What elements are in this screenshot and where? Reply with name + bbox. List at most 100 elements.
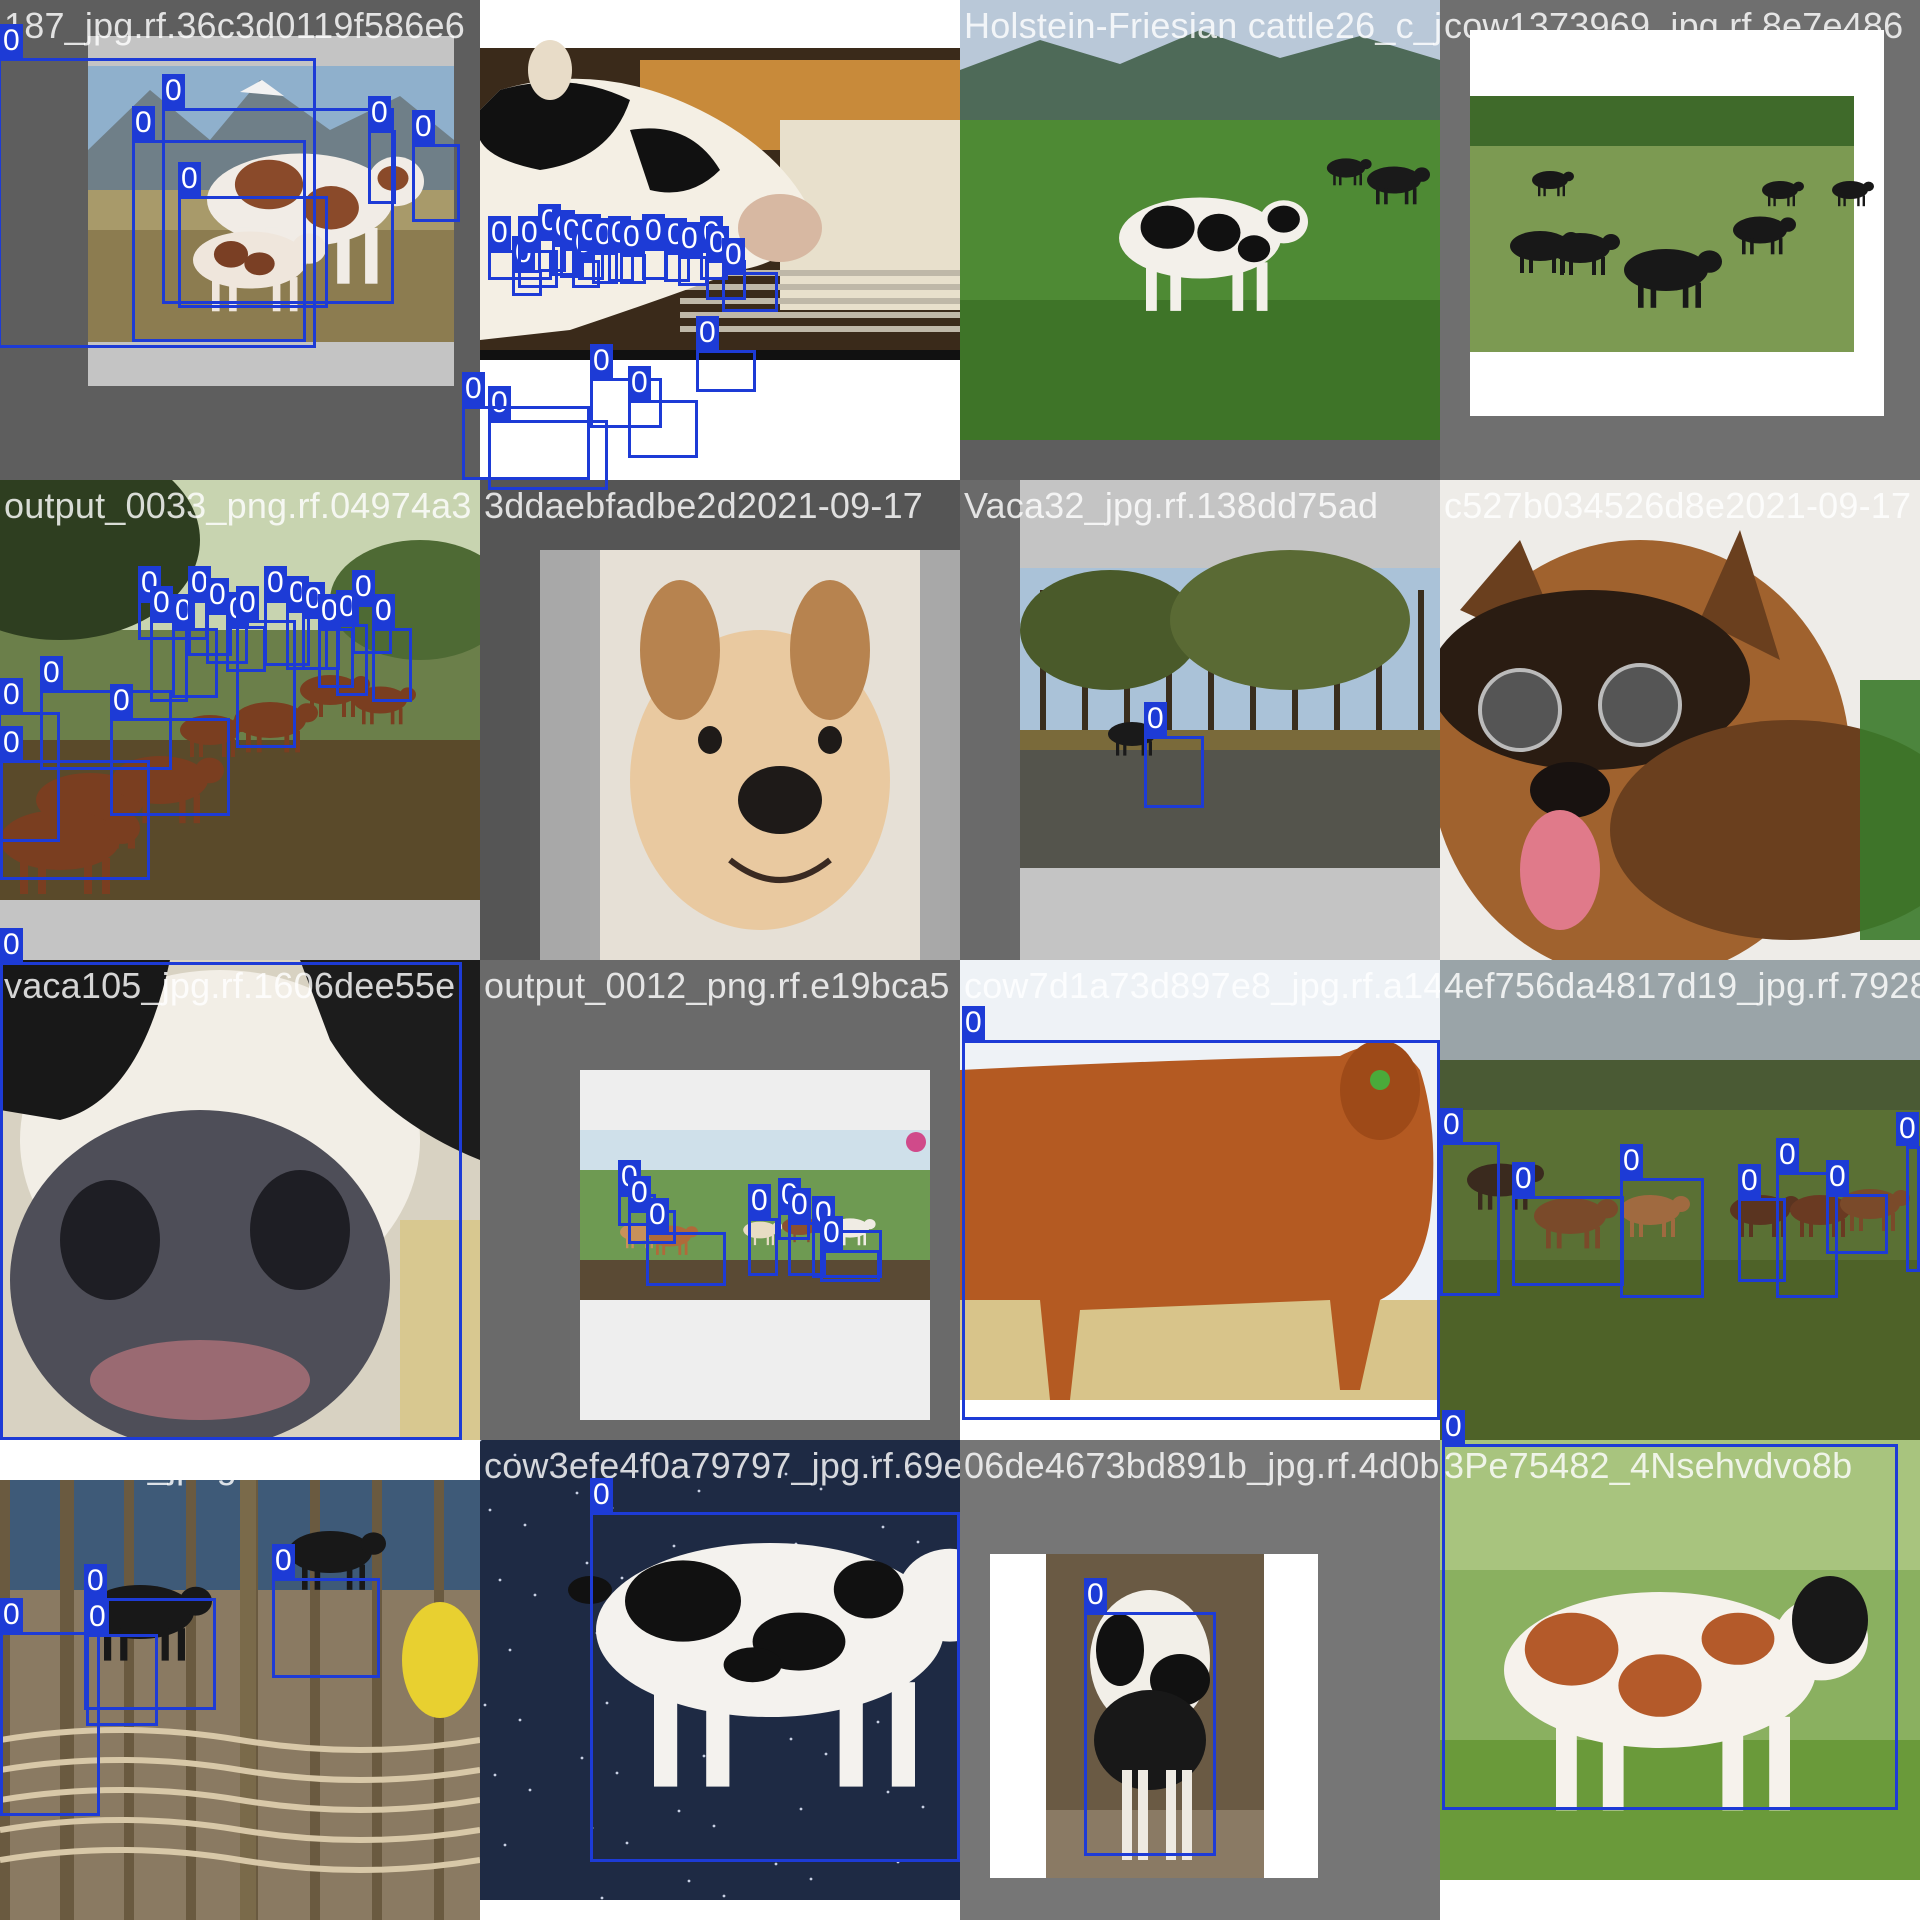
detection-box — [40, 690, 172, 770]
image-filename-label: 06de4673bd891b_jpg.rf.4d0b580 — [964, 1445, 1440, 1486]
image-filename-label: Vaca32_jpg.rf.138dd75ad — [964, 485, 1379, 526]
holstein-galaxy-photo — [480, 1440, 960, 1920]
image-filename-label: c527b034526d8e2021-09-17 — [1444, 485, 1912, 526]
mosaic-tile: Holstein-Friesian cattle26_c_j — [960, 0, 1440, 480]
detection-box — [178, 196, 328, 308]
detection-box — [272, 1578, 380, 1678]
class-label-tag: 0 — [962, 1006, 985, 1040]
detection-box — [84, 1598, 216, 1710]
detection-box — [462, 406, 590, 480]
image-filename-label: vaca105_jpg.rf.1606dee55e — [4, 965, 456, 1006]
class-label-tag: 0 — [590, 344, 613, 378]
image-filename-label: output_0033_png.rf.04974a3 — [4, 485, 472, 526]
mosaic-tile: 3Pe75482_4Nsehvdvo8b — [1440, 1440, 1920, 1920]
image-filename-label: cow3efe4f0a79797_jpg.rf.69e30a97 — [484, 1445, 960, 1486]
class-label-tag: 0 — [1738, 1164, 1761, 1198]
detection-box — [578, 248, 604, 280]
class-label-tag: 0 — [722, 238, 745, 272]
detection-box — [646, 1232, 726, 1286]
class-label-tag: 0 — [352, 570, 375, 604]
class-label-tag: 0 — [642, 214, 665, 248]
detection-box — [812, 1230, 882, 1278]
class-label-tag: 0 — [0, 726, 23, 760]
class-label-tag: 0 — [678, 222, 701, 256]
class-label-tag: 0 — [132, 106, 155, 140]
road-trees-cow-photo — [960, 480, 1440, 960]
class-label-tag: 0 — [518, 216, 541, 250]
detection-box — [0, 962, 462, 1440]
image-filename-label: Holstein-Friesian cattle26_c_j — [964, 5, 1440, 46]
detection-box — [1826, 1194, 1888, 1254]
class-label-tag: 0 — [178, 162, 201, 196]
class-label-tag: 0 — [150, 586, 173, 620]
class-label-tag: 0 — [788, 1188, 811, 1222]
detection-box — [1738, 1198, 1786, 1282]
class-label-tag: 0 — [1512, 1162, 1535, 1196]
dog-smile-blanket-photo — [480, 480, 960, 960]
class-label-tag: 0 — [1896, 1112, 1919, 1146]
class-label-tag: 0 — [206, 578, 229, 612]
class-label-tag: 0 — [372, 594, 395, 628]
image-filename-label: 3ddaebfadbe2d2021-09-17 — [484, 485, 924, 526]
mosaic-tile: 06de4673bd891b_jpg.rf.4d0b580 — [960, 1440, 1440, 1920]
class-label-tag: 0 — [272, 1544, 295, 1578]
detection-box — [1512, 1196, 1624, 1286]
class-label-tag: 0 — [412, 110, 435, 144]
detection-box — [592, 252, 618, 284]
image-filename-label: c6c05352716f6f0.58577d27e — [484, 5, 956, 46]
image-filename-label: 187_jpg.rf.36c3d0119f586e6 — [4, 5, 465, 46]
class-label-tag: 0 — [110, 684, 133, 718]
detection-box — [372, 628, 412, 702]
mosaic-tile: cow3efe4f0a79797_jpg.rf.69e30a97 — [480, 1440, 960, 1920]
shepherd-dog-glasses-photo — [1440, 480, 1920, 960]
detection-box — [722, 272, 778, 312]
red-cow-side-photo — [960, 960, 1440, 1440]
mosaic-tile: hf02-178_jpeg.rf.2a01f5ce38 — [0, 1440, 480, 1920]
detection-box — [590, 378, 662, 428]
brown-white-cow-grass-photo — [1440, 1440, 1920, 1920]
mosaic-tile: vaca105_jpg.rf.1606dee55e — [0, 960, 480, 1440]
detection-box — [1776, 1172, 1838, 1298]
class-label-tag: 0 — [162, 74, 185, 108]
detection-box — [162, 108, 394, 304]
class-label-tag: 0 — [628, 366, 651, 400]
image-filename-label: output_0012_png.rf.e19bca5 — [484, 965, 950, 1006]
mosaic-tile: cow1373969_jpg.rf.8e7e486 — [1440, 0, 1920, 480]
class-label-tag: 0 — [188, 566, 211, 600]
class-label-tag: 0 — [40, 656, 63, 690]
detection-box — [1442, 1444, 1898, 1810]
class-label-tag: 0 — [1440, 1108, 1463, 1142]
detection-box — [150, 620, 188, 702]
class-label-tag: 0 — [0, 678, 23, 712]
small-herd-field-photo — [480, 960, 960, 1440]
detection-box — [1440, 1142, 1500, 1296]
image-filename-label: cow1373969_jpg.rf.8e7e486 — [1444, 5, 1904, 46]
class-label-tag: 0 — [628, 1176, 651, 1210]
detection-box — [820, 1250, 880, 1282]
class-label-tag: 0 — [84, 1564, 107, 1598]
barn-feeding-stalls-photo — [0, 1440, 480, 1920]
detection-box — [1144, 736, 1204, 808]
black-herd-distance-photo — [1440, 0, 1920, 480]
detection-box — [748, 1218, 778, 1276]
holstein-green-pasture-photo — [960, 0, 1440, 480]
detection-box — [664, 252, 690, 282]
detection-box — [368, 130, 396, 204]
image-filename-label: 4ef756da4817d19_jpg.rf.792820a — [1444, 965, 1920, 1006]
class-label-tag: 0 — [590, 1478, 613, 1512]
class-label-tag: 0 — [1442, 1410, 1465, 1444]
detection-box — [590, 1512, 960, 1862]
image-filename-label: hf02-178_jpeg.rf.2a01f5ce38 — [4, 1445, 470, 1486]
class-label-tag: 0 — [748, 1184, 771, 1218]
class-label-tag: 0 — [318, 594, 341, 628]
mosaic-tile: 3ddaebfadbe2d2021-09-17 — [480, 480, 960, 960]
class-label-tag: 0 — [264, 566, 287, 600]
class-label-tag: 0 — [696, 316, 719, 350]
detection-box — [1084, 1612, 1216, 1856]
class-label-tag: 0 — [1776, 1138, 1799, 1172]
detection-box — [132, 140, 306, 342]
class-label-tag: 0 — [488, 216, 511, 250]
class-label-tag: 0 — [620, 220, 643, 254]
class-label-tag: 0 — [0, 928, 23, 962]
